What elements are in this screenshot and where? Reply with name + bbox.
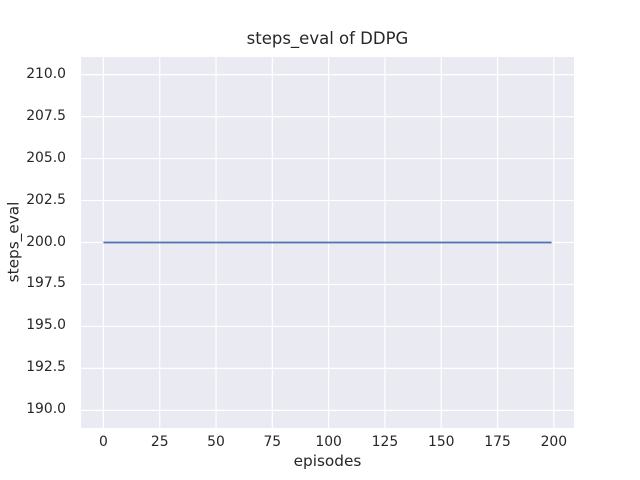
y-tick-label: 205.0	[26, 149, 66, 166]
y-tick-label: 192.5	[26, 359, 66, 376]
x-tick-label: 175	[484, 434, 511, 450]
x-tick-label: 125	[371, 434, 399, 450]
y-tick-label: 207.5	[26, 107, 66, 124]
y-tick-label: 190.0	[26, 401, 66, 418]
x-tick-label: 150	[427, 434, 455, 450]
x-tick-label: 25	[150, 434, 169, 450]
y-tick-label: 202.5	[26, 191, 66, 208]
plot-area	[81, 57, 574, 428]
y-tick-label: 200.0	[26, 233, 66, 250]
x-tick-label: 100	[315, 434, 342, 450]
x-tick-label: 0	[98, 434, 108, 450]
x-tick-label: 50	[207, 434, 225, 450]
x-tick-label: 200	[540, 434, 568, 450]
y-tick-label: 210.0	[26, 65, 66, 82]
x-tick-label: 75	[263, 434, 282, 450]
y-tick-label: 197.5	[26, 275, 66, 292]
y-tick-label: 195.0	[26, 317, 66, 334]
chart-title: steps_eval of DDPG	[246, 29, 409, 48]
x-axis-label: episodes	[293, 452, 362, 470]
